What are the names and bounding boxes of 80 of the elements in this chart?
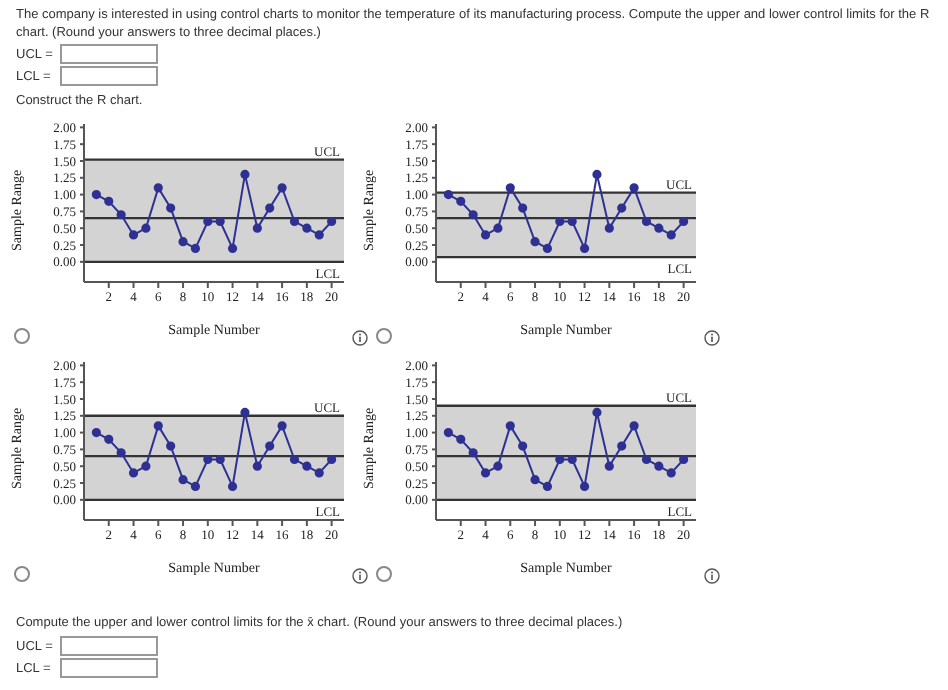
- point: [654, 223, 664, 233]
- point: [314, 468, 324, 478]
- point: [153, 421, 163, 431]
- point: [666, 468, 676, 478]
- point: [302, 223, 312, 233]
- point: [178, 475, 188, 485]
- point: [493, 223, 503, 233]
- point: [505, 183, 515, 193]
- point: [302, 461, 312, 471]
- point: [203, 216, 213, 227]
- point: [104, 196, 114, 206]
- point: [190, 481, 201, 491]
- point: [227, 481, 238, 491]
- point: [227, 243, 238, 253]
- point: [592, 169, 602, 180]
- point: [240, 407, 250, 418]
- point: [443, 428, 453, 438]
- point: [327, 216, 337, 227]
- point: [104, 434, 114, 444]
- point: [116, 210, 126, 220]
- point: [277, 183, 287, 193]
- point: [617, 441, 627, 451]
- point: [542, 481, 553, 491]
- point: [493, 461, 503, 471]
- point: [190, 243, 201, 253]
- point: [567, 454, 577, 465]
- point: [91, 190, 101, 200]
- point: [277, 421, 287, 431]
- point: [314, 230, 324, 240]
- point: [289, 216, 300, 227]
- point: [240, 169, 250, 180]
- point: [265, 441, 275, 451]
- point: [480, 230, 491, 240]
- point: [141, 223, 151, 233]
- point: [443, 190, 453, 200]
- point: [555, 216, 565, 227]
- point: [128, 468, 139, 478]
- point: [617, 203, 627, 213]
- point: [252, 223, 262, 233]
- point: [567, 216, 577, 227]
- point: [641, 216, 652, 227]
- point: [289, 454, 300, 465]
- point: [141, 461, 151, 471]
- point: [604, 223, 614, 233]
- point: [555, 454, 565, 465]
- point: [456, 434, 466, 444]
- point: [604, 461, 614, 471]
- point: [252, 461, 262, 471]
- point: [166, 203, 176, 213]
- point: [641, 454, 652, 465]
- point: [153, 183, 163, 193]
- point: [592, 407, 602, 418]
- point: [518, 441, 528, 451]
- point: [215, 454, 225, 465]
- point: [128, 230, 139, 240]
- point: [629, 183, 639, 193]
- point: [116, 448, 126, 458]
- point: [579, 481, 590, 491]
- point: [679, 454, 689, 465]
- point: [327, 454, 337, 465]
- point: [530, 475, 540, 485]
- point: [654, 461, 664, 471]
- point: [468, 210, 478, 220]
- point: [91, 428, 101, 438]
- point: [666, 230, 676, 240]
- point: [505, 421, 515, 431]
- point: [215, 216, 225, 227]
- point: [178, 237, 188, 247]
- point: [480, 468, 491, 478]
- point: [542, 243, 553, 253]
- point: [629, 421, 639, 431]
- point: [456, 196, 466, 206]
- point: [203, 454, 213, 465]
- point: [579, 243, 590, 253]
- point: [530, 237, 540, 247]
- point: [265, 203, 275, 213]
- point: [468, 448, 478, 458]
- point: [518, 203, 528, 213]
- point: [166, 441, 176, 451]
- point: [679, 216, 689, 227]
